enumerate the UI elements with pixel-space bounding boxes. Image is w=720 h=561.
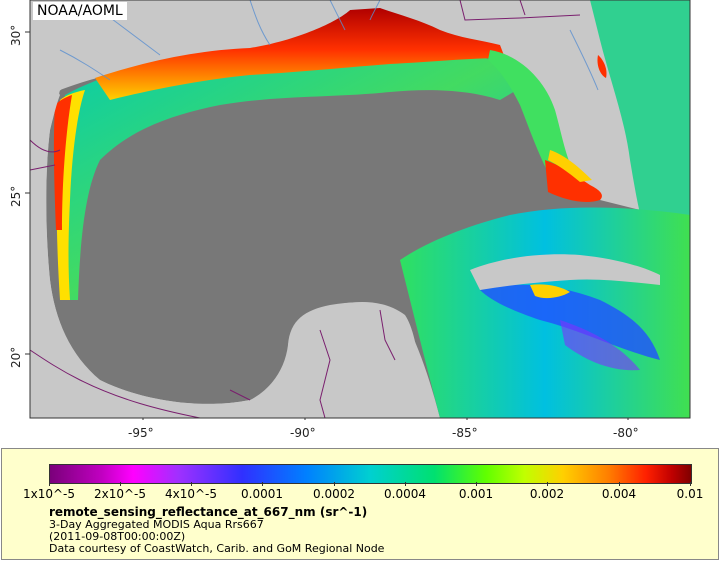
lon-label-95: -95° <box>128 426 154 440</box>
lon-label-90: -90° <box>290 426 316 440</box>
lon-label-85: -85° <box>452 426 478 440</box>
colorbar-tick-label: 0.0001 <box>241 487 283 501</box>
lat-label-30: 30° <box>9 24 23 46</box>
caribbean-purple-dots <box>560 320 640 371</box>
colorbar-tick-label: 0.001 <box>458 487 494 501</box>
lat-label-20: 20° <box>9 346 23 368</box>
colorbar-tick-label: 0.01 <box>676 487 704 501</box>
dataset-description: 3-Day Aggregated MODIS Aqua Rrs667 <box>49 518 264 531</box>
caribbean-blue-patch <box>480 284 660 360</box>
cuba-south-high <box>530 284 570 299</box>
atlantic-high-patch <box>597 55 607 78</box>
western-coast-red <box>53 95 72 230</box>
florida-peninsula <box>470 0 617 167</box>
florida-keys-high <box>545 160 602 203</box>
lon-label-80: -80° <box>613 426 639 440</box>
colorbar-tick-label: 0.0004 <box>384 487 426 501</box>
credit-label: NOAA/AOML <box>33 2 127 20</box>
colorbar-tick-label: 0.004 <box>601 487 637 501</box>
legend-panel: 1x10^-5 2x10^-5 4x10^-5 0.0001 0.0002 0.… <box>1 448 719 560</box>
data-credit: Data courtesy of CoastWatch, Carib. and … <box>49 542 385 555</box>
rivers <box>59 0 599 91</box>
map-canvas[interactable] <box>0 0 720 420</box>
us-gulf-coast-land <box>30 0 470 95</box>
axis-ticks <box>25 31 629 420</box>
colorbar-tick-label: 2x10^-5 <box>93 487 147 501</box>
cuba-island <box>470 254 660 290</box>
map-frame <box>29 0 691 419</box>
atlantic-shelf <box>590 0 690 250</box>
colorbar-tick-label: 0.002 <box>529 487 565 501</box>
variable-name: remote_sensing_reflectance_at_667_nm (sr… <box>49 505 368 519</box>
florida-keys-yellow <box>548 150 592 182</box>
colorbar <box>49 464 692 484</box>
colorbar-tick-label: 0.0002 <box>313 487 355 501</box>
dataset-time: (2011-09-08T00:00:00Z) <box>49 530 186 543</box>
lat-label-25: 25° <box>9 185 23 207</box>
colorbar-tick-label: 4x10^-5 <box>164 487 218 501</box>
mexico-mainland <box>30 0 330 418</box>
northern-coast-plume <box>95 8 505 100</box>
colorbar-tick-label: 1x10^-5 <box>22 487 76 501</box>
political-borders <box>29 0 581 419</box>
northern-shelf-reflectance <box>57 46 526 301</box>
